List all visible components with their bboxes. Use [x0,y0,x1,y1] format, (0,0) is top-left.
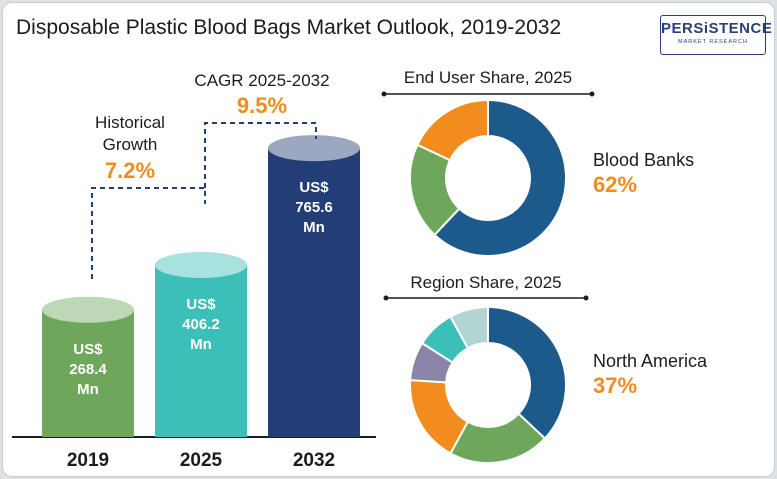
historical-growth-value: 7.2% [105,158,155,183]
bar-top-2019 [42,296,134,323]
end-user-slice-2 [416,98,489,162]
bar-2019 [42,309,134,437]
end-user-rule-dot-right [589,91,595,97]
bar-value-label-2025: Mn [190,336,212,353]
bar-2032 [268,148,360,437]
end-user-highlight-label: Blood Banks [593,150,694,170]
bar-value-label-2019: US$ [73,341,103,358]
x-tick-2019: 2019 [67,450,109,471]
brand-logo: PERSiSTENCE MARKET RESEARCH [660,15,773,55]
end-user-rule-dot-left [381,91,387,97]
region-highlight-label: North America [593,351,708,371]
historical-growth-label-1: Historical [95,113,165,132]
bar-value-label-2019: Mn [77,381,99,398]
region-rule-dot-right [583,295,589,301]
bar-value-label-2025: 406.2 [182,316,220,333]
bar-top-2025 [155,251,247,278]
region-slice-5 [449,305,489,350]
x-tick-2032: 2032 [293,450,335,471]
cagr-value: 9.5% [237,93,287,118]
page-title: Disposable Plastic Blood Bags Market Out… [16,16,562,39]
end-user-title: End User Share, 2025 [404,68,572,87]
bar-2025 [155,264,247,437]
bar-value-label-2025: US$ [186,296,216,313]
region-highlight-value: 37% [593,373,637,398]
end-user-slice-0 [433,98,567,257]
region-rule-dot-left [383,295,389,301]
logo-name: PERSiSTENCE [661,20,773,37]
bar-value-label-2032: 765.6 [295,199,333,216]
end-user-donut [409,98,567,257]
region-title: Region Share, 2025 [410,273,561,292]
growth-connector-cagr [204,122,317,188]
bar-value-label-2019: 268.4 [69,361,107,378]
region-slice-0 [487,305,567,440]
bar-value-label-2032: Mn [303,219,325,236]
cagr-label: CAGR 2025-2032 [194,71,329,90]
growth-connector-historical [91,187,206,279]
end-user-highlight-value: 62% [593,172,637,197]
bar-series: US$ 268.4 Mn 2019 US$ 406.2 Mn 2025 US$ 765.6 Mn 20… [42,135,360,471]
bar-top-2032 [268,135,360,162]
logo-tagline: MARKET RESEARCH [678,39,748,45]
x-tick-2025: 2025 [180,450,223,471]
bar-value-label-2032: US$ [299,179,329,196]
historical-growth-label-2: Growth [103,135,158,154]
region-donut [409,305,567,464]
